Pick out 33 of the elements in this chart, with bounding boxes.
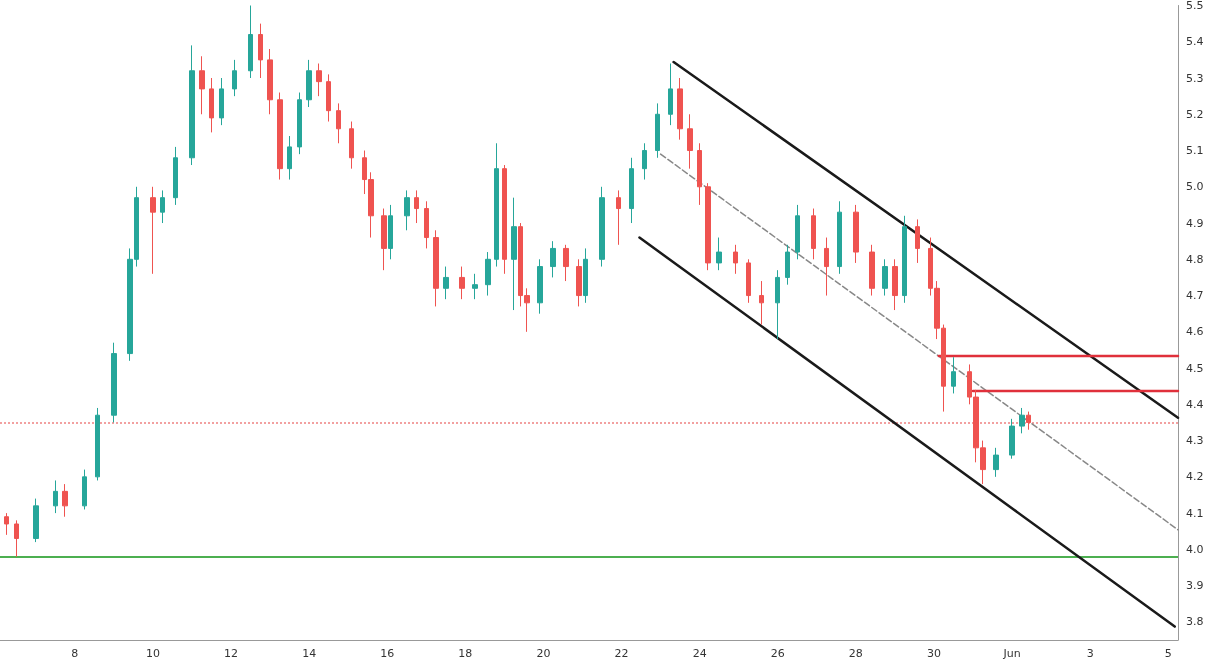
y-tick-label: 4.8 — [1186, 252, 1204, 266]
y-tick-label: 4.6 — [1186, 325, 1204, 339]
x-tick-label: 16 — [380, 647, 395, 660]
x-tick-label: 3 — [1086, 647, 1094, 660]
x-tick-label: 8 — [71, 647, 79, 660]
y-tick-label: 4.5 — [1186, 361, 1204, 375]
y-tick-label: 5.1 — [1186, 144, 1204, 158]
y-tick-label: 5.4 — [1186, 35, 1204, 49]
x-tick-label: 28 — [848, 647, 863, 660]
y-tick-label: 4.9 — [1186, 216, 1204, 230]
y-tick-label: 3.8 — [1186, 615, 1204, 629]
y-tick-label: 5.2 — [1186, 107, 1204, 121]
x-tick-label: 30 — [926, 647, 941, 660]
x-tick-label: 22 — [614, 647, 629, 660]
x-tick-label: 26 — [770, 647, 785, 660]
x-tick-label: 5 — [1164, 647, 1172, 660]
x-tick-label: Jun — [1002, 647, 1021, 660]
x-tick-label: 24 — [692, 647, 707, 660]
y-tick-label: 5.0 — [1186, 180, 1204, 194]
x-tick-label: 12 — [224, 647, 239, 660]
y-tick-label: 4.2 — [1186, 470, 1204, 484]
x-tick-label: 10 — [145, 647, 160, 660]
x-tick-label: 20 — [536, 647, 551, 660]
x-tick-label: 14 — [302, 647, 317, 660]
y-tick-label: 5.5 — [1186, 0, 1204, 12]
x-tick-label: 18 — [458, 647, 473, 660]
y-tick-label: 4.7 — [1186, 289, 1204, 303]
y-tick-label: 4.1 — [1186, 506, 1204, 520]
y-tick-label: 3.9 — [1186, 579, 1204, 593]
y-tick-label: 5.3 — [1186, 71, 1204, 85]
y-tick-label: 4.3 — [1186, 434, 1204, 448]
y-tick-label: 4.0 — [1186, 542, 1204, 556]
y-tick-label: 4.4 — [1186, 397, 1204, 411]
